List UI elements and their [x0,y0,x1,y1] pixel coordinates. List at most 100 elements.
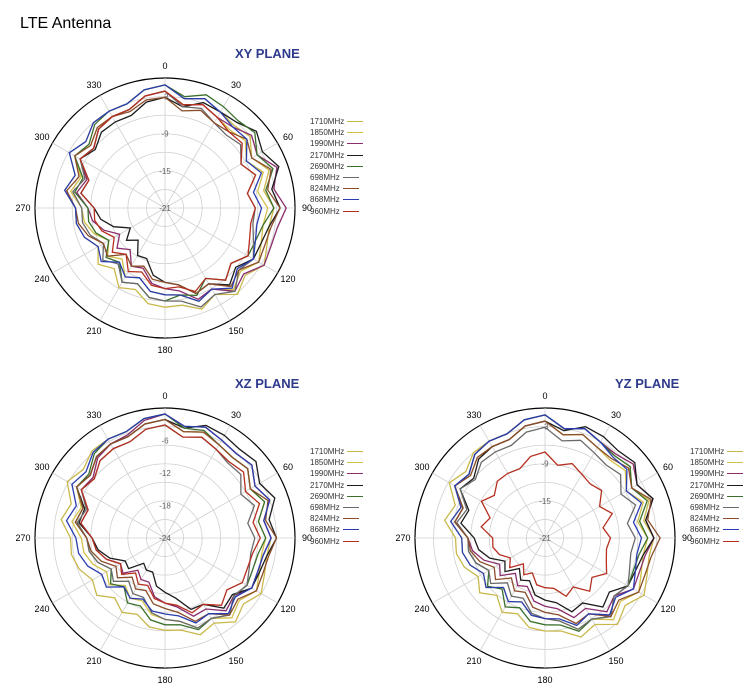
chart-xy: XY PLANE0306090120150180210240270300330-… [10,38,380,358]
legend-item: 868MHz [310,524,363,535]
svg-text:180: 180 [157,345,172,355]
legend-item: 960MHz [310,536,363,547]
svg-text:-24: -24 [159,534,171,543]
legend-label: 698MHz [690,502,720,513]
legend-label: 1990MHz [310,468,344,479]
legend-label: 698MHz [310,172,340,183]
legend-label: 698MHz [310,502,340,513]
legend-label: 868MHz [310,524,340,535]
legend-swatch [347,451,363,452]
svg-text:30: 30 [611,410,621,420]
svg-text:-9: -9 [541,460,549,469]
legend-swatch [343,188,359,189]
svg-text:120: 120 [280,274,295,284]
svg-text:-21: -21 [539,534,551,543]
legend-item: 2170MHz [310,480,363,491]
legend-swatch [723,541,739,542]
svg-text:60: 60 [283,462,293,472]
legend-item: 2690MHz [310,491,363,502]
svg-text:240: 240 [415,604,430,614]
svg-text:300: 300 [415,462,430,472]
legend-swatch [347,462,363,463]
legend-item: 2170MHz [690,480,743,491]
legend-item: 868MHz [690,524,743,535]
legend-label: 1990MHz [690,468,724,479]
svg-text:30: 30 [231,410,241,420]
svg-text:60: 60 [283,132,293,142]
legend-item: 824MHz [310,513,363,524]
svg-text:-15: -15 [539,497,551,506]
legend-label: 2690MHz [310,161,344,172]
legend-label: 2170MHz [310,480,344,491]
legend-swatch [723,529,739,530]
legend-swatch [343,199,359,200]
svg-text:330: 330 [466,410,481,420]
legend-label: 2690MHz [690,491,724,502]
legend-swatch [347,121,363,122]
legend-item: 2690MHz [690,491,743,502]
svg-text:150: 150 [608,656,623,666]
legend-label: 1710MHz [690,446,724,457]
legend-swatch [727,473,743,474]
svg-text:-21: -21 [159,204,171,213]
legend-label: 824MHz [310,183,340,194]
legend-item: 1850MHz [310,127,363,138]
svg-text:240: 240 [35,604,50,614]
legend-item: 2690MHz [310,161,363,172]
svg-text:210: 210 [86,326,101,336]
legend-swatch [723,518,739,519]
svg-text:210: 210 [466,656,481,666]
legend-swatch [343,529,359,530]
charts-layout: XY PLANE0306090120150180210240270300330-… [10,38,750,688]
legend-swatch [727,496,743,497]
legend-swatch [343,507,359,508]
chart-title-yz: YZ PLANE [615,376,679,391]
chart-xz: XZ PLANE0306090120150180210240270300330-… [10,368,380,688]
legend-label: 1850MHz [690,457,724,468]
legend-swatch [723,507,739,508]
legend-item: 1990MHz [310,468,363,479]
legend-label: 868MHz [690,524,720,535]
legend-xz: 1710MHz1850MHz1990MHz2170MHz2690MHz698MH… [310,446,363,547]
svg-text:330: 330 [86,80,101,90]
page-title: LTE Antenna [20,15,750,33]
legend-label: 824MHz [310,513,340,524]
legend-swatch [347,473,363,474]
legend-xy: 1710MHz1850MHz1990MHz2170MHz2690MHz698MH… [310,116,363,217]
legend-label: 868MHz [310,194,340,205]
legend-item: 698MHz [690,502,743,513]
legend-swatch [343,177,359,178]
legend-item: 1990MHz [310,138,363,149]
svg-text:0: 0 [162,391,167,401]
svg-text:270: 270 [395,533,410,543]
legend-label: 1850MHz [310,457,344,468]
svg-text:300: 300 [35,462,50,472]
svg-text:210: 210 [86,656,101,666]
chart-title-xz: XZ PLANE [235,376,299,391]
svg-text:-15: -15 [159,167,171,176]
legend-item: 960MHz [690,536,743,547]
legend-swatch [347,485,363,486]
legend-item: 1850MHz [310,457,363,468]
legend-label: 1850MHz [310,127,344,138]
legend-label: 2170MHz [690,480,724,491]
svg-text:270: 270 [15,203,30,213]
svg-text:150: 150 [228,326,243,336]
svg-text:-6: -6 [161,437,169,446]
legend-swatch [727,485,743,486]
svg-text:150: 150 [228,656,243,666]
legend-item: 698MHz [310,502,363,513]
chart-title-xy: XY PLANE [235,46,300,61]
legend-label: 1990MHz [310,138,344,149]
legend-swatch [343,541,359,542]
legend-label: 960MHz [690,536,720,547]
svg-text:120: 120 [660,604,675,614]
legend-swatch [727,462,743,463]
svg-text:0: 0 [162,61,167,71]
legend-label: 960MHz [310,206,340,217]
legend-swatch [347,143,363,144]
legend-label: 2690MHz [310,491,344,502]
legend-swatch [347,132,363,133]
legend-item: 824MHz [310,183,363,194]
svg-text:120: 120 [280,604,295,614]
